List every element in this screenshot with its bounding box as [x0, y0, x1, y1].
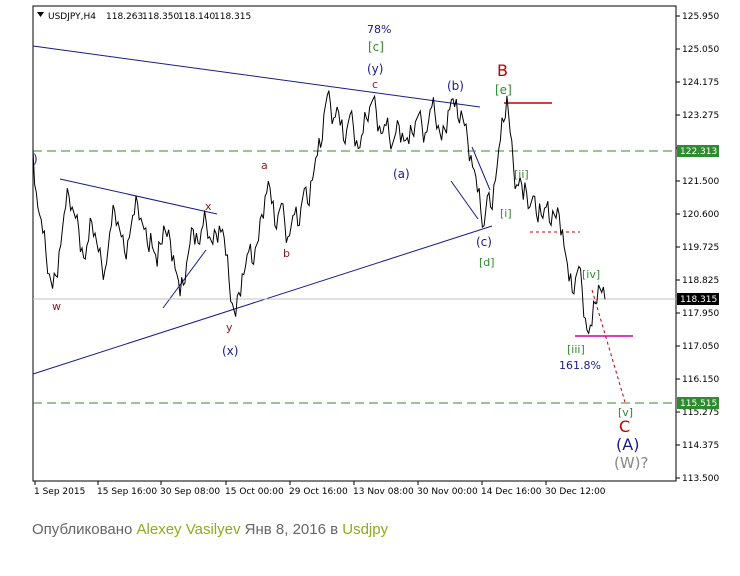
symbol-dropdown-icon: [37, 12, 44, 17]
upper-trend-line: [32, 45, 481, 108]
wave-label-w-question: (W)?: [614, 454, 649, 472]
wave-label-a: a: [261, 159, 268, 172]
wave-label-big-c: C: [619, 417, 630, 436]
chart-header: USDJPY,H4 118.263 118.350 118.140 118.31…: [37, 12, 251, 22]
current-price-label: 118.315: [680, 295, 717, 305]
wave-label-w: w: [52, 300, 61, 313]
ohlc-open: 118.263: [106, 12, 143, 22]
wave-label-edge-paren: ): [33, 152, 38, 166]
wave-label-e-bracket: [e]: [495, 83, 512, 97]
price-chart: 125.950 125.050 124.175 123.275 121.500 …: [32, 5, 720, 497]
wave-label-y-paren: (y): [367, 62, 383, 76]
wave-label-78-percent: 78%: [367, 23, 391, 36]
trend-lines: [32, 45, 676, 404]
caption-date: Янв 8, 2016 в: [244, 521, 339, 538]
x-tick-label: 29 Oct 16:00: [289, 487, 348, 497]
x-tick-label: 30 Sep 08:00: [160, 487, 220, 497]
y-tick-label: 125.050: [682, 45, 719, 55]
wave-label-ii-bracket: [ii]: [514, 168, 529, 181]
current-price-box: [677, 293, 719, 305]
upper-level-price-label: 122.313: [680, 147, 717, 157]
symbol-link[interactable]: Usdjpy: [342, 521, 389, 538]
x-tick-label: 14 Dec 16:00: [481, 487, 542, 497]
y-tick-label: 120.600: [682, 210, 719, 220]
time-axis: 1 Sep 2015 15 Sep 16:00 30 Sep 08:00 15 …: [34, 481, 606, 497]
ohlc-close: 118.315: [214, 12, 251, 22]
wave-label-big-b: B: [497, 61, 508, 80]
caption-prefix: Опубликовано: [32, 521, 133, 538]
red-projection-line: [591, 289, 626, 403]
wave-label-c-bracket: [c]: [368, 40, 384, 54]
wave-label-v-bracket: [v]: [618, 406, 633, 419]
wave-label-a-major: (A): [616, 435, 639, 454]
wave-label-i-bracket: [i]: [500, 207, 512, 220]
wave-label-x-paren: (x): [222, 344, 238, 358]
wave-labels: 78% [c] (y) c (b) B [e] a x b w y (x) (a…: [33, 23, 649, 472]
ohlc-high: 118.350: [142, 12, 179, 22]
a-b-channel-line: [471, 146, 491, 191]
y-tick-label: 117.050: [682, 342, 719, 352]
x-tick-label: 30 Dec 12:00: [545, 487, 606, 497]
wave-label-y: y: [226, 321, 233, 334]
y-tick-label: 113.500: [682, 474, 719, 484]
wave-label-c-paren: (c): [476, 235, 492, 249]
wave-label-a-paren: (a): [393, 167, 410, 181]
y-tick-label: 117.950: [682, 309, 719, 319]
x-y-channel-line: [162, 249, 207, 309]
publication-caption: Опубликовано Alexey Vasilyev Янв 8, 2016…: [32, 521, 388, 538]
wave-label-b: b: [283, 247, 290, 260]
y-tick-label: 116.150: [682, 375, 719, 385]
wave-label-x: x: [205, 200, 212, 213]
y-tick-label: 124.175: [682, 78, 719, 88]
wave-label-161-8-percent: 161.8%: [559, 359, 601, 372]
wave-label-c: c: [372, 78, 378, 91]
lower-trend-line: [32, 225, 493, 375]
x-tick-label: 13 Nov 08:00: [353, 487, 414, 497]
x-tick-label: 30 Nov 00:00: [417, 487, 478, 497]
ohlc-low: 118.140: [178, 12, 215, 22]
wave-label-iii-bracket: [iii]: [567, 343, 585, 356]
price-axis: 125.950 125.050 124.175 123.275 121.500 …: [676, 12, 719, 484]
y-tick-label: 114.375: [682, 441, 719, 451]
wave-label-b-paren: (b): [447, 79, 464, 93]
y-tick-label: 121.500: [682, 177, 719, 187]
lower-level-price-box: [677, 397, 719, 409]
y-tick-label: 118.825: [682, 276, 719, 286]
y-tick-label: 125.950: [682, 12, 719, 22]
x-tick-label: 1 Sep 2015: [34, 487, 85, 497]
w-x-channel-line: [59, 178, 218, 215]
price-series-line: [32, 90, 606, 335]
b-c-channel-line: [450, 180, 479, 220]
x-tick-label: 15 Oct 00:00: [225, 487, 284, 497]
author-link[interactable]: Alexey Vasilyev: [136, 521, 241, 538]
wave-label-d-bracket: [d]: [479, 256, 495, 269]
lower-level-price-label: 115.515: [680, 399, 717, 409]
wave-label-iv-bracket: [iv]: [582, 268, 600, 281]
chart-title: USDJPY,H4: [48, 12, 96, 22]
upper-level-price-box: [677, 145, 719, 157]
y-tick-label: 119.725: [682, 243, 719, 253]
x-tick-label: 15 Sep 16:00: [97, 487, 157, 497]
y-tick-label: 115.275: [682, 408, 719, 418]
y-tick-label: 123.275: [682, 111, 719, 121]
